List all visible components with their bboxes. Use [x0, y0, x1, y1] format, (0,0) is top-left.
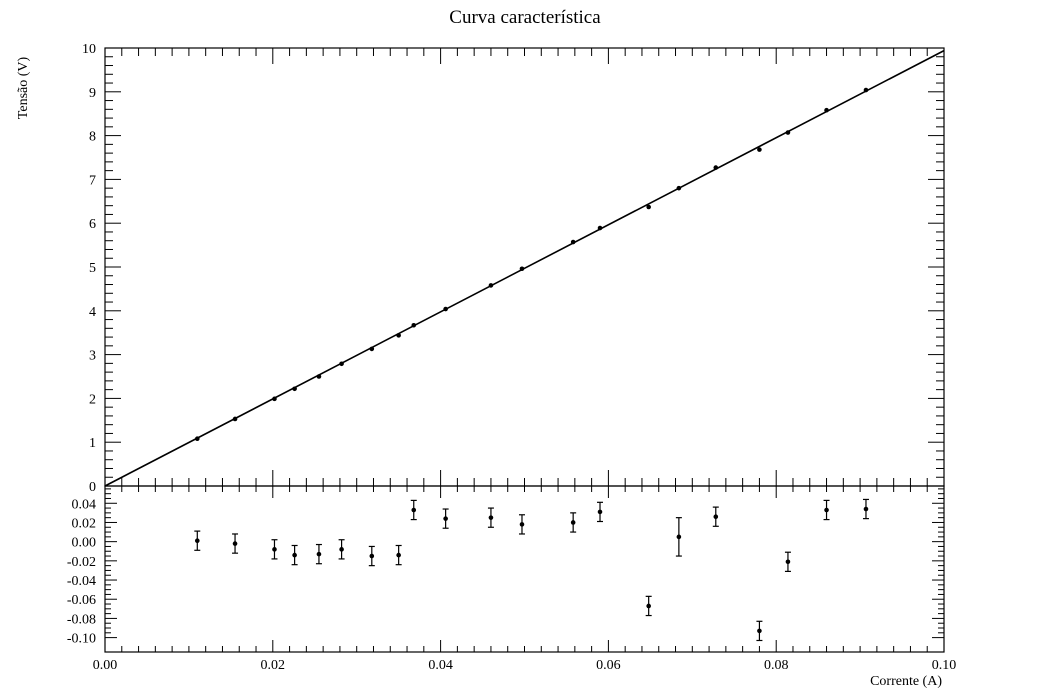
x-tick-label: 0.06	[596, 658, 621, 673]
data-point	[396, 333, 401, 338]
data-point	[232, 416, 238, 422]
y-tick-label-bottom: -0.04	[67, 574, 96, 589]
y-tick-label: 8	[89, 130, 96, 145]
fit-line	[104, 49, 945, 487]
x-tick-label: 0.02	[261, 658, 286, 673]
residual-point	[646, 603, 651, 609]
y-tick-label: 7	[89, 173, 96, 188]
residual-point	[292, 552, 297, 558]
data-point	[757, 147, 762, 152]
x-axis-label-bottom: Corrente (A)	[870, 674, 942, 689]
chart-title: Curva característica	[449, 7, 601, 28]
x-tick-label: 0.04	[428, 658, 453, 673]
y-tick-label: 1	[89, 436, 96, 451]
data-point	[339, 361, 344, 367]
data-point	[676, 185, 682, 191]
residual-point	[676, 534, 682, 540]
y-tick-label: 0	[89, 480, 96, 495]
y-tick-label-bottom: 0.00	[72, 536, 97, 551]
y-tick-label-bottom: -0.02	[67, 555, 96, 570]
y-tick-label: 4	[89, 305, 96, 320]
data-point	[863, 87, 869, 93]
y-tick-label-bottom: -0.08	[67, 612, 96, 627]
data-point	[272, 396, 277, 402]
data-point	[713, 165, 719, 170]
residual-point	[597, 509, 603, 515]
data-point	[194, 436, 200, 441]
residual-point	[519, 522, 525, 527]
residual-point	[396, 552, 401, 558]
residual-point	[713, 514, 719, 520]
x-tick-label: 0.10	[932, 658, 957, 673]
data-point	[488, 283, 494, 288]
bottom-panel: 0.00 0.02 0.04 0.06 0.08 0.10 0.04 0.02 0.00 -0.0…	[67, 485, 957, 673]
y-tick-label-bottom: -0.10	[67, 632, 96, 647]
residual-point	[824, 507, 829, 513]
residual-point	[757, 628, 762, 634]
y-tick-label: 5	[89, 261, 96, 276]
data-point	[411, 322, 417, 328]
y-tick-label: 10	[82, 42, 96, 57]
residual-point	[194, 538, 200, 543]
residual-point	[411, 507, 417, 513]
residual-point	[443, 516, 448, 521]
residual-point	[863, 506, 869, 512]
data-point	[570, 239, 576, 245]
y-tick-label: 3	[89, 349, 96, 364]
data-point	[646, 204, 651, 210]
y-axis-label-top: Tensão (V)	[16, 56, 31, 119]
data-point	[824, 107, 829, 113]
data-point	[597, 225, 603, 231]
y-tick-label-bottom: 0.04	[72, 497, 97, 512]
y-tick-label: 6	[89, 217, 96, 232]
residual-point	[316, 551, 322, 557]
y-tick-label: 9	[89, 86, 96, 101]
bottom-plot-frame	[104, 485, 945, 653]
y-tick-label-bottom: -0.06	[67, 593, 96, 608]
x-tick-label: 0.00	[93, 658, 118, 673]
residual-point	[232, 541, 238, 546]
x-tick-label: 0.08	[764, 658, 789, 673]
residual-point	[570, 520, 576, 525]
data-point	[316, 374, 322, 379]
y-tick-label-bottom: 0.02	[72, 516, 97, 531]
residual-point	[272, 547, 277, 552]
residual-point	[339, 547, 344, 552]
data-point	[369, 346, 375, 352]
residual-point	[488, 515, 494, 520]
data-point	[785, 130, 791, 135]
top-panel: 0 1 2 3 4 5 6 7 8 9 10	[82, 42, 945, 495]
data-point	[292, 386, 297, 392]
residual-point	[785, 559, 791, 565]
data-point	[443, 306, 448, 312]
data-point	[519, 266, 525, 272]
y-tick-label: 2	[89, 392, 96, 407]
residual-point	[369, 553, 375, 559]
